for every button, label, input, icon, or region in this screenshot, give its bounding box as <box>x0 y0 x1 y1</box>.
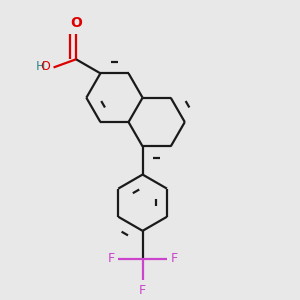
Text: F: F <box>139 284 146 297</box>
Text: H: H <box>36 60 45 73</box>
Text: O: O <box>70 16 82 30</box>
Text: F: F <box>170 253 177 266</box>
Text: O: O <box>40 60 50 73</box>
Text: F: F <box>108 253 115 266</box>
